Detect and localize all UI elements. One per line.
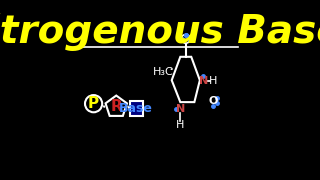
Text: H: H: [209, 76, 217, 86]
Text: R: R: [110, 99, 122, 114]
Text: O: O: [208, 96, 218, 105]
Text: N: N: [199, 76, 208, 86]
Text: N: N: [176, 104, 185, 114]
Text: Base: Base: [119, 102, 153, 115]
Text: Nitrogenous Bases: Nitrogenous Bases: [0, 13, 320, 51]
Text: H₃C: H₃C: [153, 68, 173, 77]
Text: H: H: [176, 120, 185, 130]
Text: P: P: [88, 96, 99, 111]
Bar: [130, 101, 143, 116]
